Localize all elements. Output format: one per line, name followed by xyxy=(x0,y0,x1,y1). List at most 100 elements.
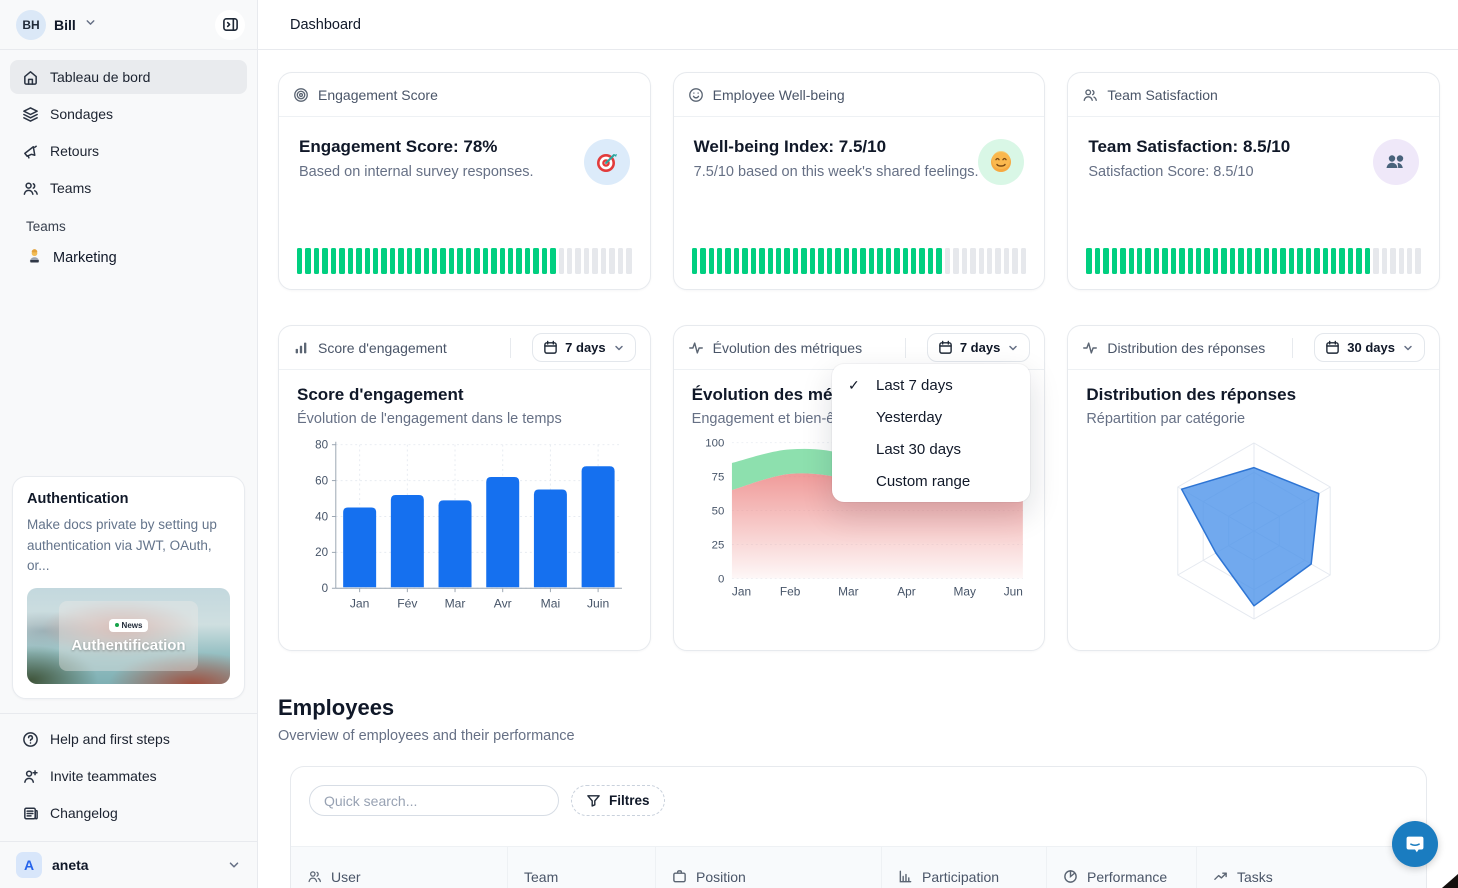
tick xyxy=(524,248,531,274)
search-input[interactable] xyxy=(309,785,559,816)
filters-button[interactable]: Filtres xyxy=(571,785,665,816)
stat-subtitle: Based on internal survey responses. xyxy=(299,164,534,180)
chat-bubble-icon xyxy=(1404,833,1426,855)
account-avatar: A xyxy=(16,852,42,878)
card-header: Distribution des réponses 30 days xyxy=(1068,326,1439,370)
tick xyxy=(1255,248,1261,274)
tick xyxy=(330,248,337,274)
tick xyxy=(297,248,303,274)
sidebar-item-help[interactable]: Help and first steps xyxy=(10,722,247,756)
svg-text:75: 75 xyxy=(711,471,724,483)
tick xyxy=(364,248,370,274)
svg-text:Jan: Jan xyxy=(350,597,370,611)
tick xyxy=(617,248,624,274)
svg-text:0: 0 xyxy=(322,582,329,595)
briefcase-icon xyxy=(672,869,687,884)
layers-icon xyxy=(22,106,39,123)
workspace-switcher[interactable]: BH Bill xyxy=(0,0,257,50)
users-icon xyxy=(307,869,322,884)
column-header-user[interactable]: User xyxy=(291,847,507,888)
tick xyxy=(1381,248,1388,274)
menu-item-last-30-days[interactable]: Last 30 days xyxy=(832,433,1030,465)
tick xyxy=(1196,248,1202,274)
team-item-label: Marketing xyxy=(53,250,117,266)
chevron-down-icon xyxy=(84,16,97,34)
svg-text:Jun: Jun xyxy=(1003,585,1022,599)
tick xyxy=(499,248,505,274)
tick xyxy=(1212,248,1219,274)
trending-up-icon xyxy=(1213,869,1228,884)
column-header-team[interactable]: Team xyxy=(507,847,655,888)
tick xyxy=(1297,248,1303,274)
menu-item-custom-range[interactable]: Custom range xyxy=(832,465,1030,497)
smiley-emoji-badge xyxy=(978,139,1025,185)
tick xyxy=(1390,248,1396,274)
sidebar-item-sondages[interactable]: Sondages xyxy=(10,97,247,131)
employees-subtitle: Overview of employees and their performa… xyxy=(278,728,575,744)
column-label: Performance xyxy=(1087,868,1168,885)
tick xyxy=(1187,248,1194,274)
tick xyxy=(961,248,968,274)
date-range-menu: ✓ Last 7 days Yesterday Last 30 days Cus… xyxy=(832,364,1030,502)
tick xyxy=(691,248,698,274)
column-header-tasks[interactable]: Tasks xyxy=(1196,847,1426,888)
column-header-participation[interactable]: Participation xyxy=(881,847,1046,888)
menu-item-label: Last 30 days xyxy=(876,440,962,458)
column-label: User xyxy=(331,868,361,885)
megaphone-icon xyxy=(22,143,39,160)
sidebar-item-label: Sondages xyxy=(50,106,114,122)
svg-text:40: 40 xyxy=(315,510,328,523)
tick xyxy=(733,248,740,274)
date-range-label: 7 days xyxy=(565,340,606,355)
green-dot-icon xyxy=(114,623,119,627)
date-range-button[interactable]: 7 days xyxy=(532,333,636,362)
bar-chart-icon xyxy=(898,869,913,884)
tick xyxy=(491,248,497,274)
date-range-button[interactable]: 30 days xyxy=(1314,333,1425,362)
chart-title: Distribution des réponses xyxy=(1086,385,1297,404)
tick xyxy=(792,248,799,274)
svg-text:60: 60 xyxy=(315,474,328,487)
menu-item-last-7-days[interactable]: ✓ Last 7 days xyxy=(832,369,1030,401)
chart-body: Distribution des réponses Répartition pa… xyxy=(1068,370,1439,650)
sidebar-item-teams[interactable]: Teams xyxy=(10,171,247,205)
tick xyxy=(801,248,807,274)
progress-ticks xyxy=(297,248,632,274)
tick xyxy=(583,248,590,274)
column-header-performance[interactable]: Performance xyxy=(1046,847,1196,888)
tick xyxy=(1003,248,1010,274)
promo-card-authentication[interactable]: Authentication Make docs private by sett… xyxy=(12,476,245,699)
promo-title: Authentication xyxy=(27,491,129,508)
sidebar-item-marketing[interactable]: Marketing xyxy=(10,242,247,274)
tick xyxy=(1094,248,1101,274)
help-circle-icon xyxy=(22,731,39,748)
column-header-position[interactable]: Position xyxy=(655,847,881,888)
sidebar-item-changelog[interactable]: Changelog xyxy=(10,796,247,830)
sidebar-item-tableau-de-bord[interactable]: Tableau de bord xyxy=(10,60,247,94)
chart-subtitle: Engagement et bien-être xyxy=(691,411,852,427)
newspaper-icon xyxy=(22,805,39,822)
intercom-chat-button[interactable] xyxy=(1392,821,1438,867)
progress-ticks xyxy=(1086,248,1421,274)
tick xyxy=(1271,248,1278,274)
account-switcher[interactable]: A aneta xyxy=(0,841,257,888)
sidebar-item-invite-teammates[interactable]: Invite teammates xyxy=(10,759,247,793)
date-range-button[interactable]: 7 days xyxy=(926,333,1031,362)
sidebar-collapse-button[interactable] xyxy=(215,9,245,40)
employees-table-card: Filtres User Team xyxy=(290,766,1427,888)
workspace-avatar: BH xyxy=(16,9,46,40)
tick xyxy=(423,248,429,274)
sidebar-item-retours[interactable]: Retours xyxy=(10,134,247,168)
home-icon xyxy=(22,69,39,86)
menu-item-yesterday[interactable]: Yesterday xyxy=(832,401,1030,433)
tick xyxy=(592,248,598,274)
tick xyxy=(1331,248,1337,274)
chevron-down-icon xyxy=(227,858,241,872)
svg-text:Apr: Apr xyxy=(897,585,916,599)
promo-description: Make docs private by setting up authenti… xyxy=(27,517,217,573)
menu-item-label: Last 7 days xyxy=(876,376,953,394)
tick xyxy=(381,248,387,274)
tick xyxy=(1012,248,1018,274)
tick xyxy=(700,248,706,274)
